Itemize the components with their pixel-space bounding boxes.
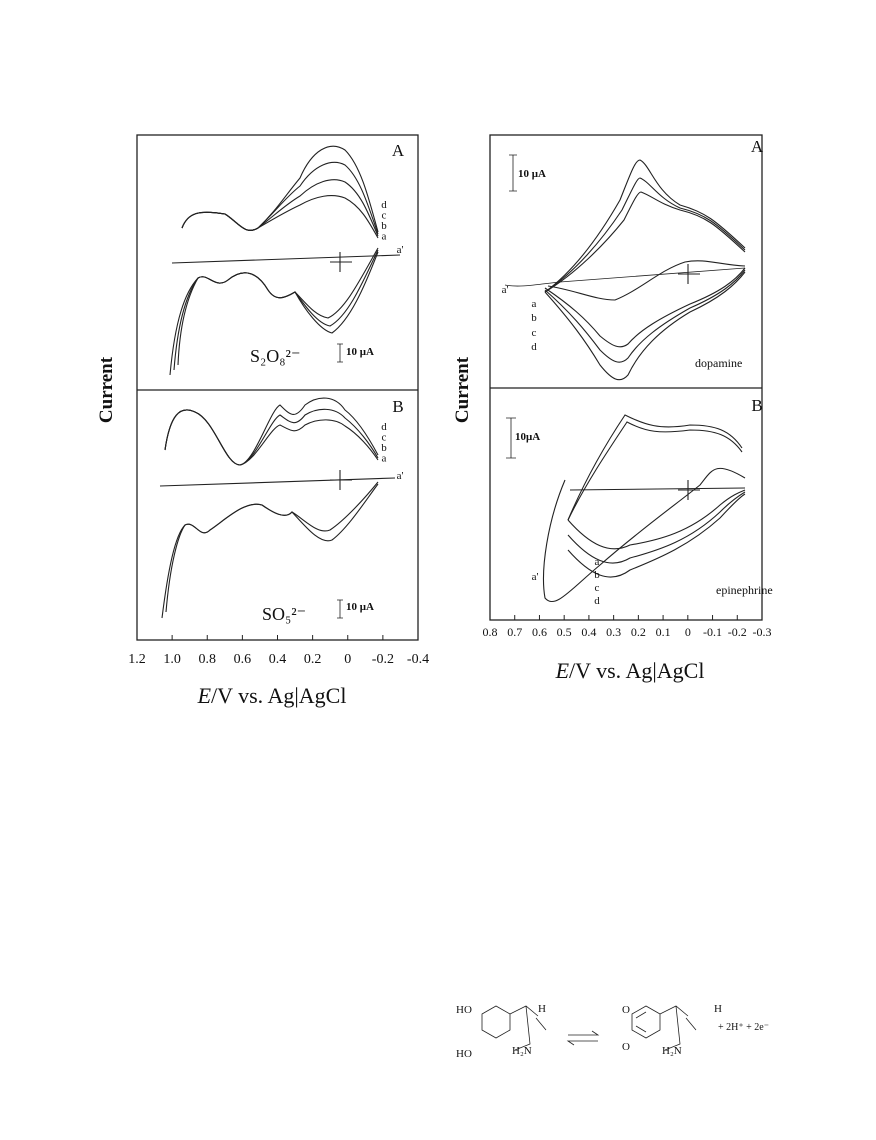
left-b-curves [159,397,396,619]
scheme-atom: HO [456,1004,472,1016]
scheme-byproducts: + 2H⁺ + 2e⁻ [718,1022,769,1033]
panel-label: B [392,397,403,416]
species-label: S₂O₈²⁻ [250,346,300,366]
curve-label: b [594,569,600,581]
x-tick-label: -0.1 [703,625,722,639]
right-frame [489,134,763,621]
scale-bar-label: 10 μA [518,168,546,180]
x-tick-label: 0.8 [483,625,498,639]
scale-bar-label: 10 μA [346,601,374,613]
scheme-drawing [481,1005,697,1051]
x-tick-label: 0.4 [581,625,596,639]
x-tick-label: 0.2 [631,625,646,639]
curve-label: a [595,556,600,568]
x-axis-rest: /V vs. Ag|AgCl [211,683,346,708]
scale-bar-label: 10μA [515,431,540,443]
left-a-curves [169,145,401,376]
scale-bar-label: 10 μA [346,346,374,358]
x-tick-label: 0.5 [557,625,572,639]
panel-label: B [751,396,762,415]
curve-label: b [381,442,387,454]
x-axis-symbol: E [555,658,570,683]
x-tick-label: 0.1 [656,625,671,639]
right-b-curves [543,414,746,603]
y-axis-label: Current [96,356,117,423]
x-tick-label: 0.4 [269,652,287,667]
scale-bars [337,154,517,619]
x-axis-symbol: E [197,683,212,708]
curve-label: a [382,453,387,465]
curve-label: a' [502,284,509,296]
scheme-atom: H₂N [662,1045,682,1057]
species-label: dopamine [695,356,742,370]
scheme-atom: O [622,1041,630,1053]
x-tick-label: 0.3 [606,625,621,639]
x-tick-label: 0 [344,652,351,667]
x-tick-label: 0 [685,625,691,639]
panel-label: A [751,137,764,156]
x-axis-rest: /V vs. Ag|AgCl [569,658,704,683]
x-tick-label: 0.7 [507,625,522,639]
scheme-atom: HO [456,1048,472,1060]
curve-label: a [382,231,387,243]
x-axis-label: E/V vs. Ag|AgCl [197,683,347,708]
curve-label: c [532,327,537,339]
curve-label: d [381,421,387,433]
left-frame [136,134,419,641]
x-tick-label: -0.3 [753,625,772,639]
curve-label: c [595,582,600,594]
curve-label: b [381,220,387,232]
x-tick-label: -0.2 [372,652,394,667]
curve-label: a [532,298,537,310]
curve-label: a' [397,470,404,482]
curve-label: a' [397,244,404,256]
y-axis-label: Current [452,356,473,423]
x-tick-label: 0.6 [234,652,252,667]
curve-label: b [531,312,537,324]
scheme-atom: H₂N [512,1045,532,1057]
x-tick-label: 0.2 [304,652,322,667]
species-label: SO₅²⁻ [262,604,306,624]
right-a-curves [504,159,746,381]
x-tick-label: 1.0 [163,652,181,667]
x-tick-label: 0.6 [532,625,547,639]
curve-label: c [382,432,387,444]
scheme-atom: O [622,1004,630,1016]
curve-label: d [594,595,600,607]
curve-label: d [381,199,387,211]
x-tick-label: -0.4 [407,652,429,667]
scheme-atom: H [538,1003,546,1015]
scheme-atom: H [714,1003,722,1015]
curve-label: c [382,210,387,222]
curve-label: a' [532,571,539,583]
x-tick-label: 0.8 [199,652,217,667]
x-tick-label: 1.2 [128,652,146,667]
x-tick-label: -0.2 [728,625,747,639]
x-axis-label: E/V vs. Ag|AgCl [555,658,705,683]
species-label: epinephrine [716,583,773,597]
panel-label: A [392,141,405,160]
curve-label: d [531,341,537,353]
